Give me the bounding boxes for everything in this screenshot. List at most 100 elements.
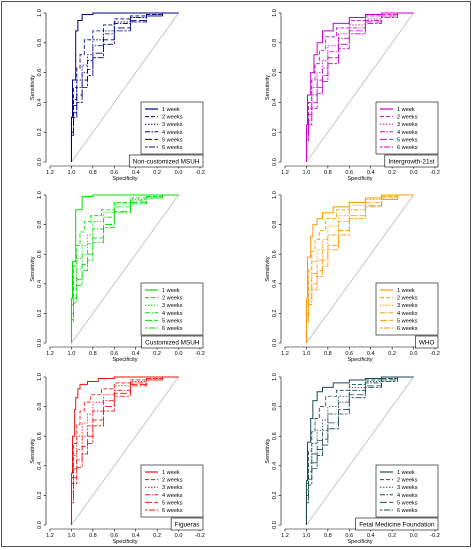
legend-box bbox=[375, 101, 439, 155]
legend-label: 6 weeks bbox=[162, 326, 183, 332]
panel-name-frame bbox=[141, 335, 204, 349]
legend-label: 5 weeks bbox=[162, 137, 183, 143]
x-tick-label: 1.2 bbox=[46, 170, 54, 176]
reference-diagonal bbox=[71, 376, 179, 526]
y-tick-label: 0.8 bbox=[272, 403, 278, 411]
y-tick-label: 0.6 bbox=[272, 69, 278, 77]
roc-panel: 1.2 1.0 0.8 0.6 0.4 0.2 0.0 -0.2 Specificity 0.0 0… bbox=[30, 373, 205, 545]
y-axis-title: Sensitivity bbox=[30, 438, 36, 463]
y-tick-label: 0.8 bbox=[37, 403, 43, 411]
roc-curve bbox=[71, 194, 179, 343]
panel-name-box: Customized MSUH bbox=[141, 335, 204, 349]
roc-panel: 1.2 1.0 0.8 0.6 0.4 0.2 0.0 -0.2 Specificity 0.0 0… bbox=[30, 9, 205, 182]
roc-curve bbox=[71, 12, 179, 162]
y-tick-label: 0.2 bbox=[37, 492, 43, 500]
x-tick-label: 0.4 bbox=[132, 170, 140, 176]
y-tick-label: 0.4 bbox=[272, 280, 278, 288]
y-tick-label: 1.0 bbox=[37, 191, 43, 199]
x-tick-label: 1.0 bbox=[68, 533, 76, 539]
roc-panel: 1.2 1.0 0.8 0.6 0.4 0.2 0.0 -0.2 Specificity 0.0 0… bbox=[265, 9, 440, 182]
x-axis-title: Specificity bbox=[347, 357, 372, 363]
y-tick-label: 0.0 bbox=[37, 158, 43, 166]
panel-name-frame bbox=[384, 154, 439, 168]
panel-name-box: Fetal Medicine Foundation bbox=[355, 517, 439, 531]
legend-label: 5 weeks bbox=[162, 500, 183, 506]
x-tick-label: 0.2 bbox=[153, 351, 161, 357]
panel-name: Figueras bbox=[175, 522, 200, 529]
x-tick-label: -0.2 bbox=[430, 351, 440, 357]
x-tick-label: -0.2 bbox=[195, 351, 205, 357]
legend-label: 4 weeks bbox=[162, 311, 183, 317]
roc-curve bbox=[71, 12, 179, 162]
panel-name-frame bbox=[355, 517, 439, 531]
roc-curve bbox=[70, 376, 179, 525]
roc-curve bbox=[306, 376, 414, 525]
x-tick-label: 0.2 bbox=[153, 170, 161, 176]
y-axis-title: Sensitivity bbox=[265, 256, 271, 281]
roc-panel: 1.2 1.0 0.8 0.6 0.4 0.2 0.0 -0.2 Specificity 0.0 0… bbox=[265, 373, 440, 545]
legend-label: 2 weeks bbox=[162, 296, 183, 302]
y-tick-label: 0.8 bbox=[272, 221, 278, 229]
x-axis-title: Specificity bbox=[347, 539, 372, 545]
roc-panel: 1.2 1.0 0.8 0.6 0.4 0.2 0.0 -0.2 Specificity 0.0 0… bbox=[30, 191, 205, 363]
y-tick-label: 0.8 bbox=[37, 39, 43, 47]
y-tick-label: 0.6 bbox=[272, 250, 278, 258]
x-tick-label: 0.0 bbox=[175, 533, 183, 539]
legend-label: 3 weeks bbox=[397, 303, 418, 309]
y-tick-label: 0.0 bbox=[272, 521, 278, 529]
panel-name-box: Figueras bbox=[170, 517, 204, 531]
y-tick-label: 0.6 bbox=[37, 69, 43, 77]
legend-label: 3 weeks bbox=[397, 122, 418, 128]
legend-label: 6 weeks bbox=[162, 508, 183, 514]
panel-name: Fetal Medicine Foundation bbox=[359, 522, 435, 529]
x-tick-label: 0.6 bbox=[110, 170, 118, 176]
x-tick-label: 1.2 bbox=[281, 351, 289, 357]
x-tick-label: 1.0 bbox=[68, 170, 76, 176]
legend-label: 4 weeks bbox=[162, 130, 183, 136]
x-tick-label: 0.0 bbox=[410, 533, 418, 539]
roc-curve bbox=[71, 376, 179, 525]
roc-curve bbox=[305, 12, 414, 162]
panel-name: Customized MSUH bbox=[145, 340, 200, 347]
x-tick-label: 1.2 bbox=[46, 533, 54, 539]
roc-curve bbox=[306, 376, 414, 525]
x-tick-label: 1.0 bbox=[303, 533, 311, 539]
x-tick-label: 0.8 bbox=[89, 533, 97, 539]
legend-box bbox=[375, 464, 439, 518]
x-tick-label: 0.6 bbox=[345, 533, 353, 539]
panel-name: Non-customized MSUH bbox=[133, 159, 200, 166]
reference-diagonal bbox=[306, 376, 414, 526]
x-tick-label: 1.0 bbox=[68, 351, 76, 357]
legend-label: 5 weeks bbox=[397, 318, 418, 324]
roc-curve bbox=[306, 12, 414, 162]
y-tick-label: 0.4 bbox=[37, 280, 43, 288]
y-tick-label: 0.0 bbox=[37, 521, 43, 529]
y-axis-title: Sensitivity bbox=[265, 438, 271, 463]
legend-label: 4 weeks bbox=[397, 130, 418, 136]
y-tick-label: 1.0 bbox=[272, 191, 278, 199]
y-tick-label: 0.6 bbox=[37, 250, 43, 258]
roc-curve bbox=[306, 12, 414, 162]
y-tick-label: 0.0 bbox=[272, 339, 278, 347]
legend-label: 6 weeks bbox=[397, 145, 418, 151]
legend-label: 1 week bbox=[162, 470, 180, 476]
reference-diagonal bbox=[306, 194, 414, 344]
x-tick-label: 1.2 bbox=[46, 351, 54, 357]
roc-curve bbox=[71, 12, 179, 162]
y-tick-label: 0.8 bbox=[37, 221, 43, 229]
x-tick-label: 0.6 bbox=[345, 170, 353, 176]
x-tick-label: 0.8 bbox=[324, 351, 332, 357]
y-tick-label: 0.6 bbox=[272, 432, 278, 440]
legend-label: 1 week bbox=[397, 288, 415, 294]
legend-label: 5 weeks bbox=[397, 137, 418, 143]
legend-label: 2 weeks bbox=[397, 296, 418, 302]
x-tick-label: 1.0 bbox=[303, 351, 311, 357]
roc-panel: 1.2 1.0 0.8 0.6 0.4 0.2 0.0 -0.2 Specificity 0.0 0… bbox=[265, 191, 440, 363]
x-tick-label: 0.0 bbox=[175, 170, 183, 176]
y-tick-label: 1.0 bbox=[272, 373, 278, 381]
x-axis-title: Specificity bbox=[347, 176, 372, 182]
legend-label: 1 week bbox=[162, 288, 180, 294]
roc-curve bbox=[71, 376, 179, 525]
roc-curve bbox=[71, 376, 179, 525]
roc-curve bbox=[71, 194, 179, 343]
